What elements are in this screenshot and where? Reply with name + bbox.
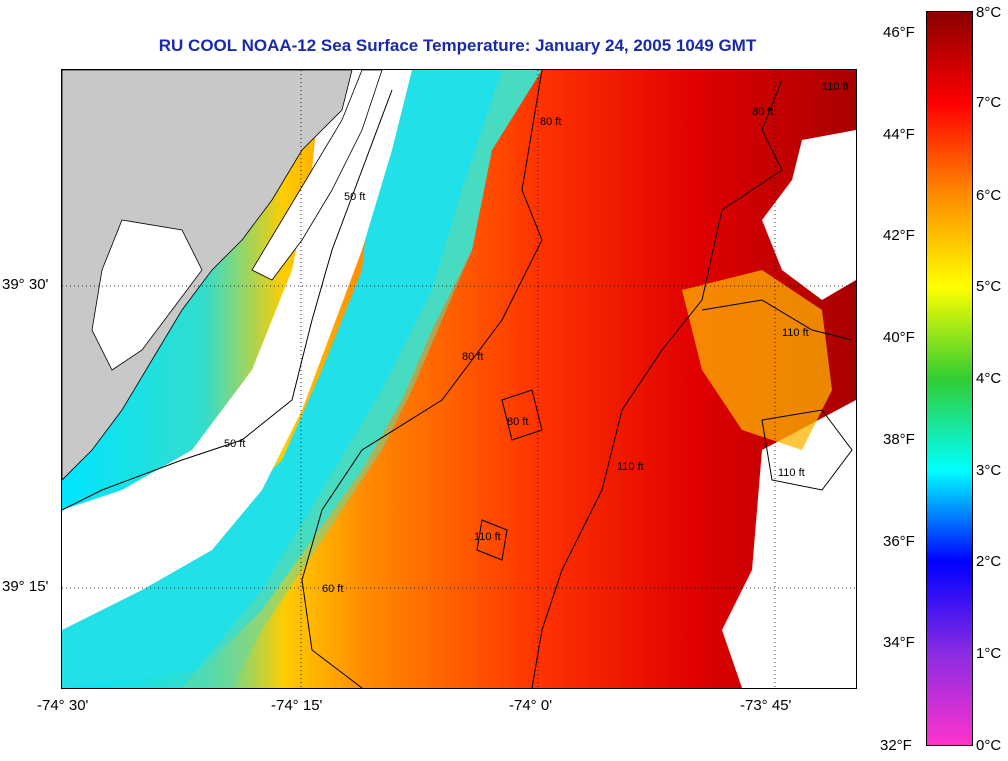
sea-surface-transition	[182, 70, 542, 688]
colorbar-f-label: 42°F	[883, 227, 915, 244]
contour-label: 110 ft	[778, 467, 805, 479]
sst-map: 50 ft 50 ft 80 ft 80 ft 80 ft 80 ft 110 …	[61, 69, 857, 689]
contour-label: 80 ft	[540, 116, 561, 128]
colorbar-c-label: 7°C	[976, 94, 1002, 111]
colorbar-c-label: 6°C	[976, 187, 1002, 204]
colorbar-f-label: 38°F	[883, 431, 915, 448]
contour-110ft	[531, 79, 783, 688]
colorbar-c-label: 5°C	[976, 278, 1002, 295]
temperature-colorbar	[926, 11, 973, 746]
colorbar-f-label: 32°F	[880, 737, 912, 754]
cloud-area-ne	[762, 130, 856, 300]
sst-map-canvas: 50 ft 50 ft 80 ft 80 ft 80 ft 80 ft 110 …	[62, 70, 856, 688]
contour-label: 110 ft	[474, 531, 501, 543]
contour-label: 110 ft	[617, 461, 644, 473]
contour-80ft-loop	[501, 389, 543, 441]
contour-label: 50 ft	[344, 191, 365, 203]
contour-label: 60 ft	[322, 583, 343, 595]
warm-patch-yellow	[682, 270, 832, 450]
bay-water	[91, 219, 203, 371]
cloud-area-e	[722, 400, 856, 688]
contour-label: 80 ft	[462, 351, 483, 363]
colorbar-c-label: 4°C	[976, 370, 1002, 387]
contour-50ft	[62, 89, 393, 511]
colorbar-c-label: 2°C	[976, 553, 1002, 570]
colorbar-f-label: 46°F	[883, 24, 915, 41]
colorbar-f-label: 40°F	[883, 329, 915, 346]
map-title: RU COOL NOAA-12 Sea Surface Temperature:…	[158, 36, 757, 55]
contour-80ft	[301, 70, 543, 688]
colorbar-f-label: 44°F	[883, 126, 915, 143]
contour-label: 50 ft	[224, 438, 245, 450]
colorbar-c-label: 0°C	[976, 737, 1002, 754]
colorbar-f-label: 36°F	[883, 533, 915, 550]
x-tick-label: -73° 45'	[740, 697, 792, 714]
contour-label: 80 ft	[752, 106, 773, 118]
y-tick-label: 39° 15'	[2, 578, 49, 595]
x-tick-label: -74° 30'	[37, 697, 89, 714]
x-tick-label: -74° 0'	[509, 697, 553, 714]
graticule	[62, 70, 856, 688]
colorbar-c-label: 8°C	[976, 4, 1002, 21]
sea-surface-cold-band	[62, 70, 542, 688]
colorbar-c-label: 1°C	[976, 645, 1002, 662]
contour-110ft-east	[701, 299, 853, 341]
contour-label: 80 ft	[507, 416, 528, 428]
nearshore-no-data	[62, 70, 412, 630]
contour-label-group: 50 ft 50 ft 80 ft 80 ft 80 ft 80 ft 110 …	[224, 81, 849, 595]
barrier-island	[251, 70, 383, 281]
contour-label: 110 ft	[782, 327, 809, 339]
colorbar-c-label: 3°C	[976, 462, 1002, 479]
colorbar-f-label: 34°F	[883, 634, 915, 651]
coast-land	[62, 70, 353, 481]
contour-110ft-loop2	[476, 519, 508, 561]
contour-110ft-loop	[761, 409, 853, 491]
depth-contours	[62, 70, 853, 688]
x-tick-label: -74° 15'	[271, 697, 323, 714]
y-tick-label: 39° 30'	[2, 276, 49, 293]
contour-label: 110 ft	[822, 81, 849, 93]
